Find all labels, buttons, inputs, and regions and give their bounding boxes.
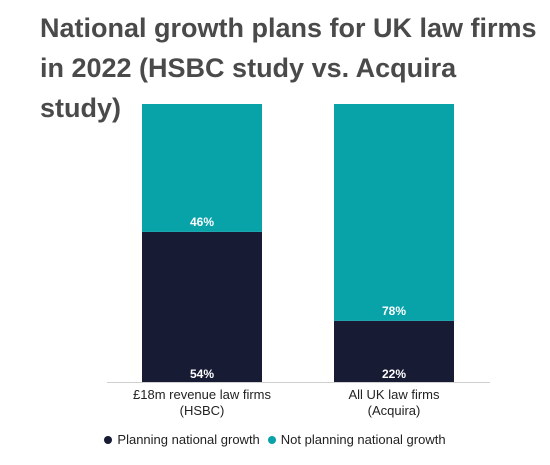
data-label-planning-1: 22% bbox=[382, 367, 406, 381]
bar-planning-0 bbox=[142, 231, 262, 382]
data-label-not-planning-0: 46% bbox=[190, 215, 214, 229]
legend-swatch-planning bbox=[104, 435, 113, 444]
data-label-not-planning-1: 78% bbox=[382, 304, 406, 318]
chart-title: National growth plans for UK law firms i… bbox=[40, 13, 537, 123]
legend-swatch-not-planning bbox=[267, 435, 276, 444]
legend: Planning national growth Not planning na… bbox=[0, 432, 550, 447]
category-label-0: £18m revenue law firms (HSBC) bbox=[133, 387, 271, 418]
bar-not-planning-0 bbox=[142, 104, 262, 232]
bar-not-planning-1 bbox=[334, 104, 454, 321]
legend-item-planning: Planning national growth bbox=[104, 432, 260, 447]
data-label-planning-0: 54% bbox=[190, 367, 214, 381]
bar-planning-1 bbox=[334, 320, 454, 382]
stacked-bar-chart: 54% 46% £18m revenue law firms (HSBC) 22% 78%… bbox=[107, 104, 490, 418]
legend-label-not-planning: Not planning national growth bbox=[280, 432, 446, 447]
category-label-1: All UK law firms (Acquira) bbox=[348, 387, 440, 418]
legend-item-not-planning: Not planning national growth bbox=[267, 432, 446, 447]
legend-label-planning: Planning national growth bbox=[117, 432, 260, 447]
